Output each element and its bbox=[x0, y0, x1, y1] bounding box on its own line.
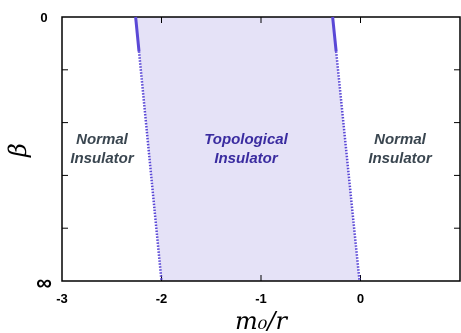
left-boundary-solid bbox=[134, 16, 141, 52]
left-boundary-dotted bbox=[137, 51, 163, 282]
left-region-label-line1: Normal bbox=[76, 131, 129, 148]
x-tick-label-neg1: -1 bbox=[255, 291, 267, 306]
right-region-label-line1: Normal bbox=[374, 131, 427, 148]
y-tick-label-inf: ∞ bbox=[36, 270, 52, 295]
x-tick-label-neg3: -3 bbox=[56, 291, 68, 306]
phase-boundaries bbox=[134, 16, 361, 282]
y-tick-label-0: 0 bbox=[40, 10, 47, 25]
left-region-label-line2: Insulator bbox=[70, 150, 135, 167]
topological-region-fill bbox=[135, 17, 360, 281]
x-tick-label-neg2: -2 bbox=[156, 291, 168, 306]
right-boundary-dotted bbox=[334, 51, 361, 282]
right-boundary-solid bbox=[331, 16, 338, 52]
middle-region-label-line1: Topological bbox=[204, 131, 288, 148]
x-tick-label-0: 0 bbox=[357, 291, 364, 306]
right-region-label-line2: Insulator bbox=[368, 150, 433, 167]
x-axis-label: m₀/r bbox=[235, 307, 288, 333]
middle-region-label-line2: Insulator bbox=[214, 150, 279, 167]
y-axis-label: β bbox=[4, 143, 32, 158]
tick-marks bbox=[61, 17, 460, 281]
